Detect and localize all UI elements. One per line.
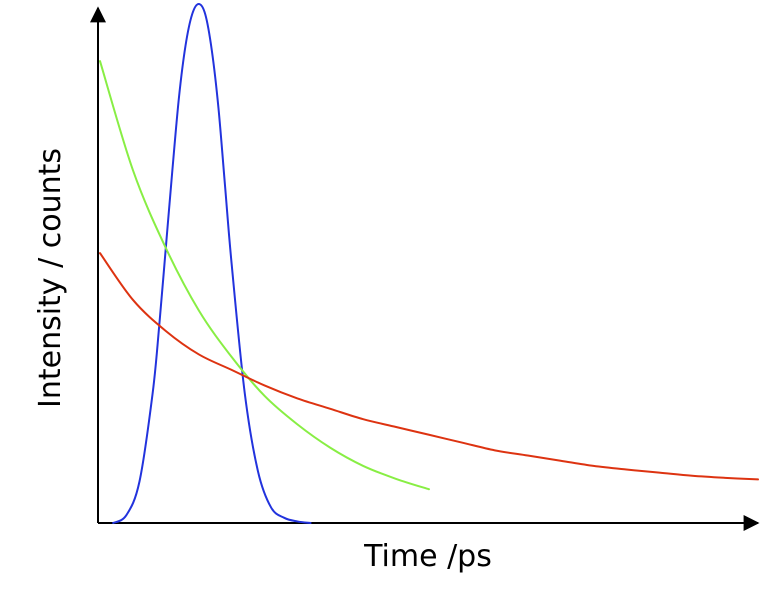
series-line-0 — [112, 3, 312, 524]
series-line-2 — [99, 252, 759, 481]
series-line-1 — [99, 60, 430, 491]
series-layer — [99, 3, 759, 524]
x-axis-label: Time /ps — [363, 539, 492, 574]
y-axis-label: Intensity / counts — [33, 148, 68, 408]
